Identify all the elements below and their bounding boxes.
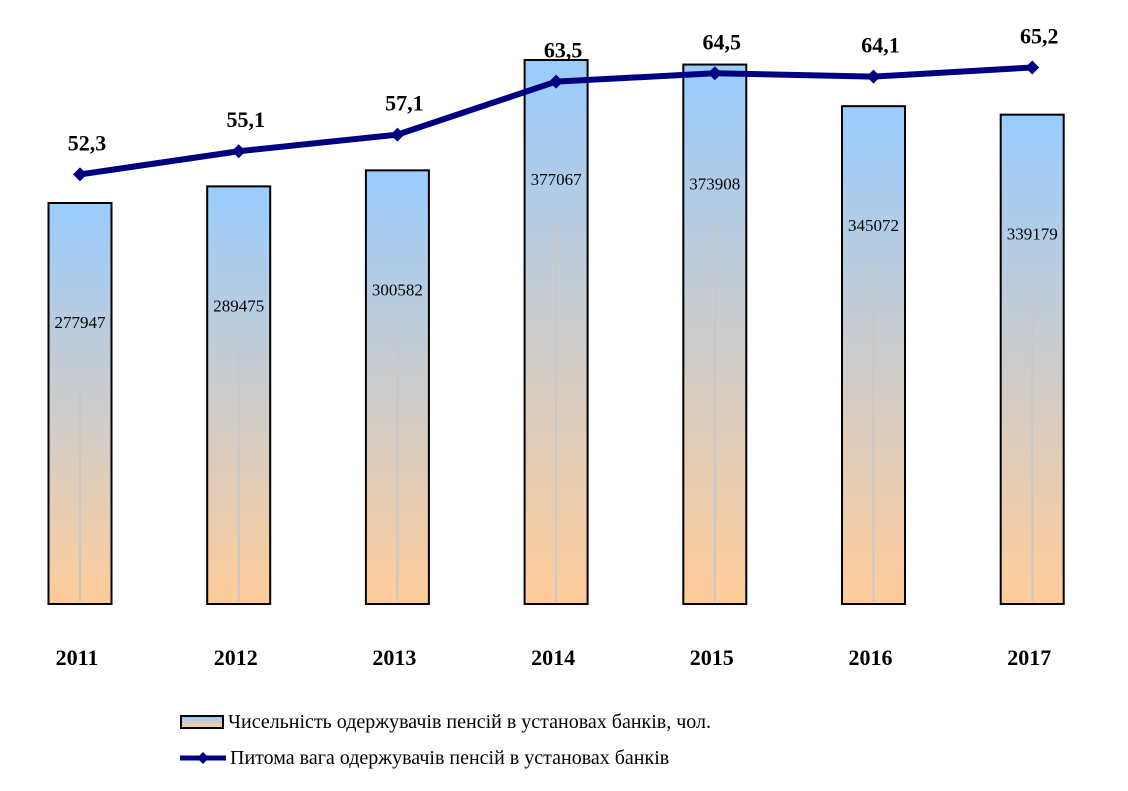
legend-bar-swatch <box>180 715 224 729</box>
bar-value-label: 300582 <box>372 280 423 299</box>
x-tick-label: 2011 <box>56 645 99 670</box>
line-value-label: 65,2 <box>1020 23 1059 48</box>
x-tick-label: 2016 <box>849 645 893 670</box>
line-value-label: 55,1 <box>226 107 265 132</box>
line-marker <box>1025 60 1040 75</box>
legend-item-line: Питома вага одержувачів пенсій в установ… <box>180 740 711 776</box>
x-tick-label: 2014 <box>531 645 575 670</box>
line-value-label: 52,3 <box>68 130 107 155</box>
bar-value-label: 377067 <box>531 170 583 189</box>
line-marker <box>73 167 87 182</box>
bar-value-label: 289475 <box>213 296 264 315</box>
bar-value-label: 277947 <box>55 313 107 332</box>
x-tick-label: 2012 <box>214 645 258 670</box>
bar-value-label: 339179 <box>1007 225 1058 244</box>
bars: 277947 289475 300582 377067 373908 345072 3391… <box>47 59 1065 606</box>
line-marker <box>549 74 564 89</box>
line-series: 52,3 55,1 57,1 63,5 64,5 64,1 65,2 <box>68 23 1059 182</box>
chart: 277947 289475 300582 377067 373908 345072 3391… <box>47 23 1065 670</box>
x-tick-label: 2015 <box>690 645 734 670</box>
line-marker <box>390 127 405 142</box>
legend-item-bars: Чисельність одержувачів пенсій в установ… <box>180 704 711 740</box>
line-marker <box>231 144 246 159</box>
line-value-label: 57,1 <box>385 91 424 116</box>
line-value-label: 64,5 <box>703 29 742 54</box>
line-value-label: 64,1 <box>861 33 900 58</box>
x-tick-label: 2013 <box>372 645 416 670</box>
legend-line-swatch <box>180 752 226 764</box>
x-axis-ticks: 2011 2012 2013 2014 2015 2016 2017 <box>56 645 1052 670</box>
legend: Чисельність одержувачів пенсій в установ… <box>180 704 711 776</box>
x-tick-label: 2017 <box>1007 645 1051 670</box>
line-marker <box>866 69 881 84</box>
bar-value-label: 373908 <box>689 175 740 194</box>
line-marker <box>707 66 722 81</box>
bar-value-label: 345072 <box>848 216 899 235</box>
legend-label-bars: Чисельність одержувачів пенсій в установ… <box>228 710 712 733</box>
legend-label-line: Питома вага одержувачів пенсій в установ… <box>230 746 670 769</box>
line-value-label: 63,5 <box>544 38 583 63</box>
